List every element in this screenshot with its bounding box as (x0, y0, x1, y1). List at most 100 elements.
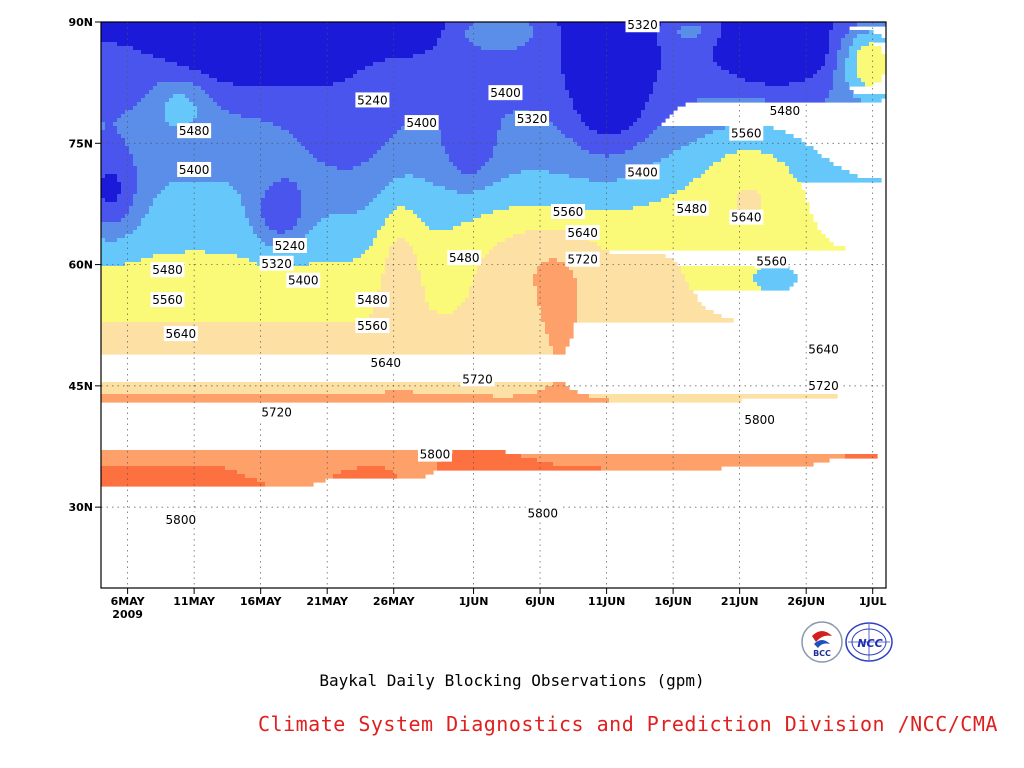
contour-band-cell (829, 42, 842, 47)
contour-label: 5480 (767, 102, 802, 118)
contour-band-cell (493, 182, 690, 187)
contour-label-text: 5640 (567, 226, 598, 240)
contour-band-cell (305, 234, 378, 239)
contour-band-cell (229, 110, 514, 115)
contour-label: 5560 (729, 125, 764, 141)
contour-band-cell (849, 30, 870, 35)
contour-band-cell (473, 22, 530, 27)
contour-band-cell (833, 26, 850, 31)
contour-band-cell (101, 234, 126, 239)
contour-band-cell (737, 202, 762, 207)
contour-band-cell (105, 122, 114, 127)
contour-band-cell (381, 274, 422, 279)
contour-band-cell (577, 310, 714, 315)
contour-band-cell (657, 26, 682, 31)
contour-label: 5240 (272, 237, 307, 253)
contour-band-cell (265, 194, 302, 199)
contour-band-cell (189, 98, 214, 103)
contour-band-cell (845, 454, 878, 459)
contour-band-cell (653, 130, 714, 135)
contour-band-cell (233, 82, 334, 87)
contour-band-cell (197, 114, 242, 119)
contour-band-cell (245, 474, 334, 479)
contour-band-cell (481, 166, 650, 171)
contour-band-cell (857, 50, 882, 55)
contour-band-cell (385, 390, 414, 395)
contour-band-cell (101, 78, 218, 83)
contour-label-text: 5720 (261, 406, 292, 420)
contour-label-background (742, 411, 777, 427)
contour-band-cell (761, 286, 790, 291)
contour-band-cell (101, 470, 238, 475)
contour-band-cell (441, 134, 498, 139)
contour-label: 5800 (525, 505, 560, 521)
contour-band-cell (537, 286, 578, 291)
contour-band-cell (841, 46, 850, 51)
contour-band-cell (241, 198, 262, 203)
contour-band-cell (101, 346, 554, 351)
contour-band-cell (641, 114, 670, 119)
contour-band-cell (629, 174, 702, 179)
contour-band-cell (825, 62, 838, 67)
contour-band-cell (645, 138, 698, 143)
contour-band-cell (101, 114, 122, 119)
contour-band-cell (553, 462, 814, 467)
contour-band-cell (185, 94, 210, 99)
contour-band-cell (833, 70, 846, 75)
contour-band-cell (105, 174, 118, 179)
contour-label: 5480 (674, 200, 709, 216)
contour-band-cell (805, 78, 834, 83)
contour-band-cell (421, 278, 474, 283)
contour-band-cell (425, 298, 466, 303)
contour-band-cell (313, 226, 382, 231)
contour-label-background (806, 377, 841, 393)
contour-band-cell (541, 310, 578, 315)
contour-label-text: 5720 (462, 372, 493, 386)
contour-band-cell (501, 126, 558, 131)
x-tick-label: 26JUN (787, 595, 825, 608)
contour-band-cell (717, 38, 830, 43)
contour-band-cell (101, 74, 210, 79)
contour-band-cell (141, 50, 426, 55)
contour-band-cell (101, 266, 274, 271)
contour-band-cell (301, 198, 374, 203)
contour-label-text: 5640 (370, 356, 401, 370)
contour-band-cell (101, 22, 446, 27)
contour-band-cell (833, 22, 858, 27)
contour-band-cell (529, 38, 562, 43)
contour-band-cell (353, 166, 458, 171)
contour-band-cell (433, 46, 482, 51)
contour-band-cell (377, 290, 426, 295)
contour-band-cell (297, 186, 386, 191)
contour-label: 5720 (259, 404, 294, 420)
contour-band-cell (617, 178, 694, 183)
contour-band-cell (333, 82, 566, 87)
contour-label: 5640 (806, 341, 841, 357)
grid-layer (101, 22, 886, 588)
contour-band-cell (157, 194, 242, 199)
contour-band-cell (101, 134, 122, 139)
contour-band-cell (101, 314, 370, 319)
contour-band-cell (101, 82, 158, 87)
contour-band-cell (101, 326, 546, 331)
contour-label-text: 5480 (357, 293, 388, 307)
contour-band-cell (457, 166, 482, 171)
contour-band-cell (789, 166, 842, 171)
contour-band-cell (101, 310, 374, 315)
contour-band-cell (373, 198, 662, 203)
contour-band-cell (745, 78, 806, 83)
contour-band-cell (325, 162, 362, 167)
contour-band-cell (213, 98, 574, 103)
contour-band-cell (249, 222, 266, 227)
contour-band-cell (125, 234, 258, 239)
contour-band-cell (837, 66, 846, 71)
contour-band-cell (717, 42, 830, 47)
contour-band-cell (413, 54, 562, 59)
contour-band-cell (373, 154, 450, 159)
contour-band-cell (101, 106, 134, 111)
contour-band-cell (125, 142, 302, 147)
contour-band-cell (185, 250, 206, 255)
contour-band-cell (509, 206, 582, 211)
contour-label: 5640 (565, 225, 600, 241)
contour-label-background (754, 253, 789, 269)
